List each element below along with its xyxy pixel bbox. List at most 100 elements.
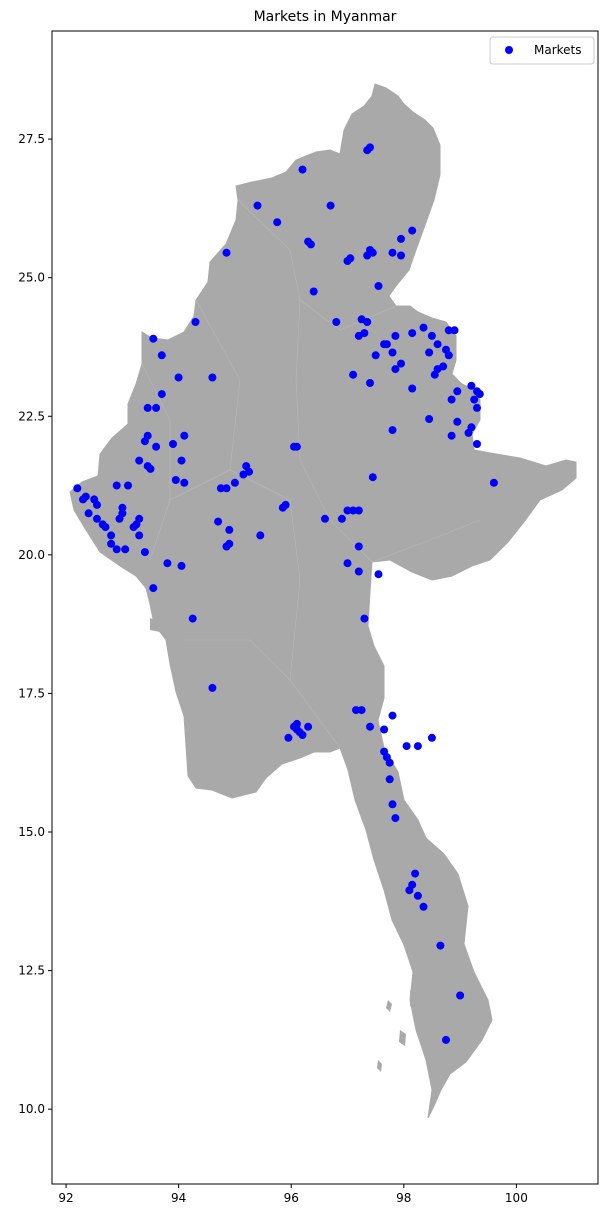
boundary-bago [186, 639, 341, 749]
market-point [112, 545, 121, 554]
island-4 [406, 940, 414, 958]
market-point [453, 417, 462, 426]
island-6 [150, 618, 160, 632]
market-point [298, 731, 307, 739]
market-point [129, 523, 138, 532]
market-point [225, 525, 234, 534]
market-point [222, 484, 231, 493]
market-point [442, 1035, 450, 1044]
market-point [225, 539, 234, 548]
market-point [419, 323, 428, 332]
market-point [436, 941, 445, 950]
market-markers [73, 143, 498, 1044]
market-point [419, 902, 428, 911]
market-point [352, 706, 360, 715]
myanmar-landmass [69, 83, 577, 1119]
x-tick-label: 92 [58, 1191, 73, 1205]
market-point [447, 395, 456, 404]
x-tick-label: 100 [505, 1191, 528, 1205]
market-point [143, 403, 152, 412]
market-point [149, 334, 158, 343]
market-point [222, 248, 231, 257]
market-point [473, 440, 481, 448]
market-point [152, 403, 161, 412]
market-point [73, 484, 82, 493]
market-point [405, 886, 414, 895]
market-point [188, 614, 197, 623]
market-point [152, 442, 161, 451]
market-point [284, 733, 293, 742]
market-point [391, 331, 400, 340]
legend: Markets [489, 36, 595, 65]
market-point [464, 428, 473, 437]
market-point [214, 517, 223, 526]
boundary-shan-south [371, 519, 481, 563]
market-point [354, 506, 363, 515]
market-point [332, 318, 341, 326]
market-point [408, 226, 417, 235]
market-point [118, 503, 127, 512]
market-point [371, 351, 380, 360]
x-tick-label: 94 [171, 1191, 186, 1205]
market-point [349, 506, 358, 515]
market-point [146, 464, 155, 473]
market-point [273, 218, 282, 227]
market-point [413, 891, 422, 900]
market-point [174, 373, 183, 382]
market-point [309, 287, 318, 296]
market-point [408, 384, 417, 393]
market-point [304, 237, 313, 246]
market-point [473, 403, 481, 412]
island-1 [410, 990, 418, 1010]
market-point [366, 143, 374, 152]
market-point [81, 492, 90, 501]
market-point [425, 348, 434, 357]
market-point [444, 326, 453, 335]
market-point [397, 359, 405, 368]
y-axis-ticks: 10.0 12.5 15.0 17.5 20.0 22.5 25.0 27.5 [18, 132, 52, 1116]
market-point [208, 683, 217, 692]
market-point [363, 318, 372, 326]
market-point [304, 722, 313, 731]
market-point [380, 340, 389, 349]
y-tick-label: 22.5 [18, 409, 45, 423]
market-point [368, 473, 377, 482]
axes-area: 92 94 96 98 100 10.0 12.5 15.0 17.5 20.0 22.5 25.0… [18, 30, 599, 1205]
market-point [135, 456, 144, 465]
market-point [408, 329, 417, 338]
market-point [135, 531, 144, 540]
market-point [343, 506, 352, 515]
market-point [456, 991, 465, 1000]
island-3 [386, 1000, 392, 1012]
market-point [427, 331, 436, 340]
market-point [391, 814, 400, 823]
chart-title: Markets in Myanmar [254, 9, 397, 25]
market-point [453, 387, 462, 396]
market-point [124, 481, 132, 490]
boundary-chin [141, 363, 171, 561]
y-tick-label: 20.0 [18, 548, 45, 562]
market-point [115, 514, 124, 523]
market-point [489, 478, 498, 487]
market-point [84, 509, 93, 518]
y-tick-label: 10.0 [18, 1102, 45, 1116]
market-point [177, 456, 186, 465]
market-point [149, 584, 158, 593]
market-point [163, 559, 172, 568]
market-point [366, 379, 374, 387]
market-point [444, 351, 453, 360]
market-point [413, 742, 422, 751]
boundary-magway [169, 469, 301, 681]
market-point [112, 481, 121, 490]
y-tick-label: 27.5 [18, 132, 45, 146]
market-point [366, 722, 374, 731]
market-point [402, 742, 411, 751]
market-point [157, 390, 166, 399]
market-point [171, 476, 180, 484]
market-point [180, 478, 189, 487]
market-point [256, 531, 265, 540]
market-point [101, 523, 110, 532]
market-point [388, 248, 397, 257]
market-point [180, 431, 189, 440]
